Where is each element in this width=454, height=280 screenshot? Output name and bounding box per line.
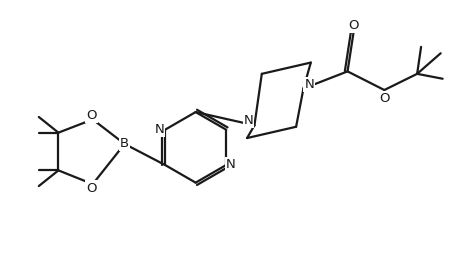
Text: O: O [379,92,390,105]
Text: O: O [348,19,359,32]
Text: B: B [120,137,129,150]
Text: N: N [244,114,253,127]
Text: N: N [154,123,164,136]
Text: O: O [87,181,97,195]
Text: N: N [226,158,236,171]
Text: O: O [87,109,97,122]
Text: N: N [305,78,314,91]
